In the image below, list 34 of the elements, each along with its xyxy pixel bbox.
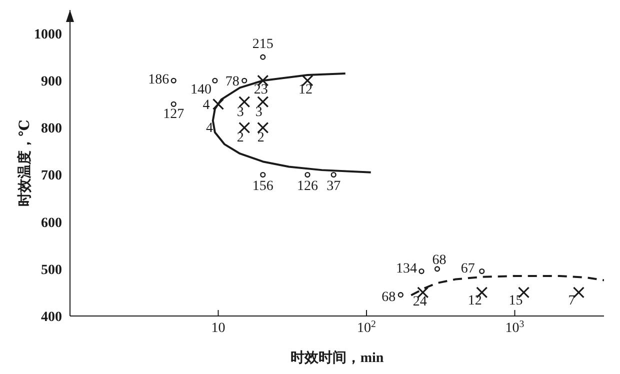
annotation: 12 xyxy=(298,82,313,98)
annotation: 2 xyxy=(236,130,244,146)
annotation: 68 xyxy=(382,290,396,305)
annotation: 67 xyxy=(460,261,475,276)
annotation: 156 xyxy=(252,178,274,194)
x-tick-label: 10 xyxy=(211,321,226,336)
annotation: 78 xyxy=(225,74,240,90)
annotation: 126 xyxy=(297,178,318,194)
annotation: 134 xyxy=(396,261,418,276)
y-axis-title: 时效温度，℃ xyxy=(16,119,33,206)
y-tick-label: 500 xyxy=(41,262,62,278)
annotation: 24 xyxy=(412,294,427,310)
x-axis-title: 时效时间，min xyxy=(290,350,384,366)
annotation: 37 xyxy=(326,178,341,194)
annotation: 2 xyxy=(257,130,264,146)
annotation: 12 xyxy=(468,293,482,308)
annotation: 3 xyxy=(255,104,262,120)
annotation: 3 xyxy=(236,104,244,120)
y-tick-label: 1000 xyxy=(34,28,62,43)
annotation: 140 xyxy=(190,82,212,98)
x-tick-label: 10$^{3}$ xyxy=(505,318,524,336)
y-tick-label: 800 xyxy=(41,122,62,137)
y-tick-label: 700 xyxy=(41,168,62,184)
annotation: 127 xyxy=(163,107,184,122)
annotation: 186 xyxy=(148,72,170,88)
annotation: 215 xyxy=(252,37,274,52)
annotation: 4 xyxy=(202,98,210,114)
y-tick-label: 400 xyxy=(41,310,62,325)
y-tick-label: 600 xyxy=(41,216,62,231)
annotation: 68 xyxy=(432,252,446,268)
annotation: 23 xyxy=(254,82,268,98)
y-tick-label: 900 xyxy=(41,74,62,90)
annotation: 4 xyxy=(206,121,213,137)
x-tick-label: 10$^{2}$ xyxy=(357,318,376,336)
